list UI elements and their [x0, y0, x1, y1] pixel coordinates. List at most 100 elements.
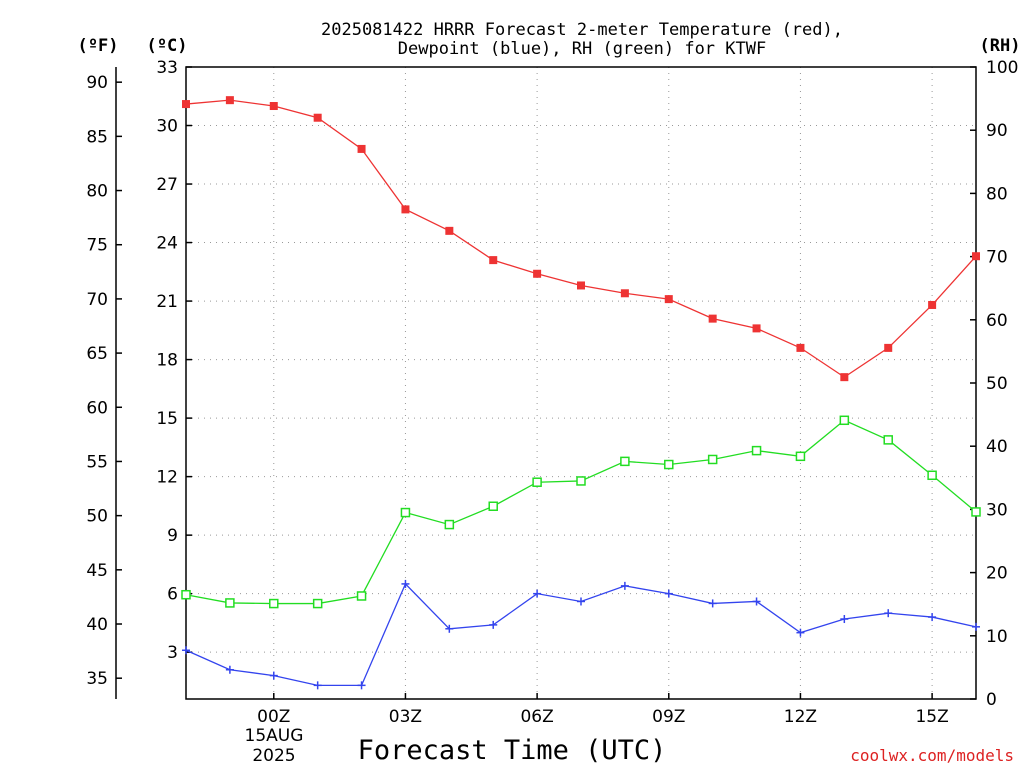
temperature-point	[533, 269, 542, 278]
rh-tick-label: 30	[986, 500, 1008, 520]
rh-point	[532, 477, 542, 487]
fahrenheit-tick-label: 80	[86, 182, 108, 202]
rh-tick-label: 20	[986, 564, 1008, 584]
dewpoint-point	[752, 597, 761, 606]
temperature-point	[313, 113, 322, 122]
fahrenheit-tick-label: 70	[86, 290, 108, 310]
rh-point	[620, 456, 630, 467]
x-date-label-year: 2025	[252, 746, 295, 766]
rh-tick-label: 50	[986, 374, 1008, 394]
rh-point	[927, 470, 937, 481]
rh-point	[664, 459, 674, 470]
fahrenheit-tick-label: 85	[86, 127, 108, 147]
dewpoint-point	[577, 597, 585, 606]
celsius-unit-label: (ºC)	[147, 36, 188, 56]
rh-point	[269, 598, 279, 609]
celsius-tick-label: 30	[156, 117, 178, 137]
rh-tick-label: 10	[986, 627, 1008, 647]
rh-point	[839, 415, 850, 426]
celsius-tick-label: 6	[167, 585, 178, 605]
temperature-point	[577, 281, 585, 290]
rh-point	[488, 501, 498, 511]
rh-line	[185, 419, 977, 605]
temperature-point	[489, 256, 498, 265]
celsius-tick-label: 12	[156, 468, 178, 488]
rh-point	[795, 451, 806, 462]
rh-point	[751, 445, 762, 456]
rh-tick-label: 80	[986, 184, 1008, 204]
dewpoint-point	[182, 646, 190, 655]
rh-point	[707, 454, 718, 465]
fahrenheit-tick-label: 65	[86, 344, 108, 364]
dewpoint-point	[445, 624, 454, 633]
rh-point	[444, 519, 455, 530]
rh-tick-label: 0	[986, 690, 997, 710]
chart-title-line-1: 2025081422 HRRR Forecast 2-meter Tempera…	[321, 20, 843, 40]
dewpoint-point	[401, 579, 410, 588]
rh-point	[576, 476, 586, 486]
x-axis-label: Forecast Time (UTC)	[358, 735, 667, 766]
temperature-point	[840, 373, 849, 382]
dewpoint-point	[225, 665, 234, 674]
dewpoint-point	[928, 613, 937, 622]
temperature-point	[972, 252, 980, 261]
temperature-point	[884, 343, 893, 352]
dewpoint-point	[489, 620, 498, 629]
dewpoint-point	[972, 622, 980, 631]
dewpoint-point	[796, 628, 805, 637]
temperature-point	[928, 300, 937, 309]
rh-point	[312, 598, 323, 609]
temperature-line	[185, 99, 977, 378]
temperature-point	[269, 102, 278, 111]
rh-point	[225, 598, 235, 608]
x-tick-label: 15Z	[915, 707, 948, 727]
data-series	[181, 96, 981, 690]
dewpoint-point	[620, 581, 629, 590]
rh-point	[356, 591, 367, 601]
temperature-point	[225, 96, 234, 105]
temperature-point	[664, 295, 673, 304]
x-tick-label: 09Z	[652, 707, 685, 727]
fahrenheit-tick-label: 50	[86, 507, 108, 527]
celsius-tick-label: 27	[156, 175, 178, 195]
rh-tick-label: 60	[986, 311, 1008, 331]
x-tick-label: 00Z	[257, 707, 290, 727]
temperature-point	[620, 289, 629, 298]
temperature-point	[708, 314, 717, 323]
rh-tick-label: 40	[986, 437, 1008, 457]
chart-title-line-2: Dewpoint (blue), RH (green) for KTWF	[398, 39, 766, 59]
temperature-point	[182, 100, 190, 109]
fahrenheit-tick-label: 40	[86, 615, 108, 635]
dewpoint-point	[533, 589, 542, 598]
celsius-tick-label: 24	[156, 234, 178, 254]
celsius-tick-label: 15	[156, 409, 178, 429]
dewpoint-point	[664, 589, 673, 598]
fahrenheit-tick-label: 60	[86, 398, 108, 418]
dewpoint-point	[840, 615, 849, 624]
dewpoint-point	[357, 681, 366, 690]
dewpoint-point	[313, 681, 322, 690]
x-tick-label: 03Z	[389, 707, 422, 727]
tick-labels: 35 40 45 50 55 60 65 70 75 80 85 90 3 6 9 12 15 18 21 24 27 3…	[86, 58, 1018, 727]
dewpoint-point	[708, 599, 717, 608]
fahrenheit-tick-label: 90	[86, 73, 108, 93]
x-tick-label: 12Z	[784, 707, 817, 727]
fahrenheit-tick-label: 75	[86, 236, 108, 256]
dewpoint-point	[269, 671, 278, 680]
dewpoint-point	[884, 609, 893, 618]
x-tick-label: 06Z	[520, 707, 553, 727]
credit-text: coolwx.com/models	[850, 746, 1014, 765]
rh-tick-label: 100	[986, 58, 1018, 78]
celsius-tick-label: 33	[156, 58, 178, 78]
fahrenheit-tick-label: 55	[86, 452, 108, 472]
temperature-point	[401, 205, 410, 214]
fahrenheit-tick-label: 45	[86, 561, 108, 581]
temperature-point	[752, 324, 761, 333]
rh-point	[181, 589, 191, 600]
celsius-tick-label: 18	[156, 351, 178, 371]
axes	[115, 66, 977, 700]
fahrenheit-unit-label: (ºF)	[78, 36, 119, 56]
temperature-point	[796, 343, 805, 352]
celsius-tick-label: 3	[167, 643, 178, 663]
